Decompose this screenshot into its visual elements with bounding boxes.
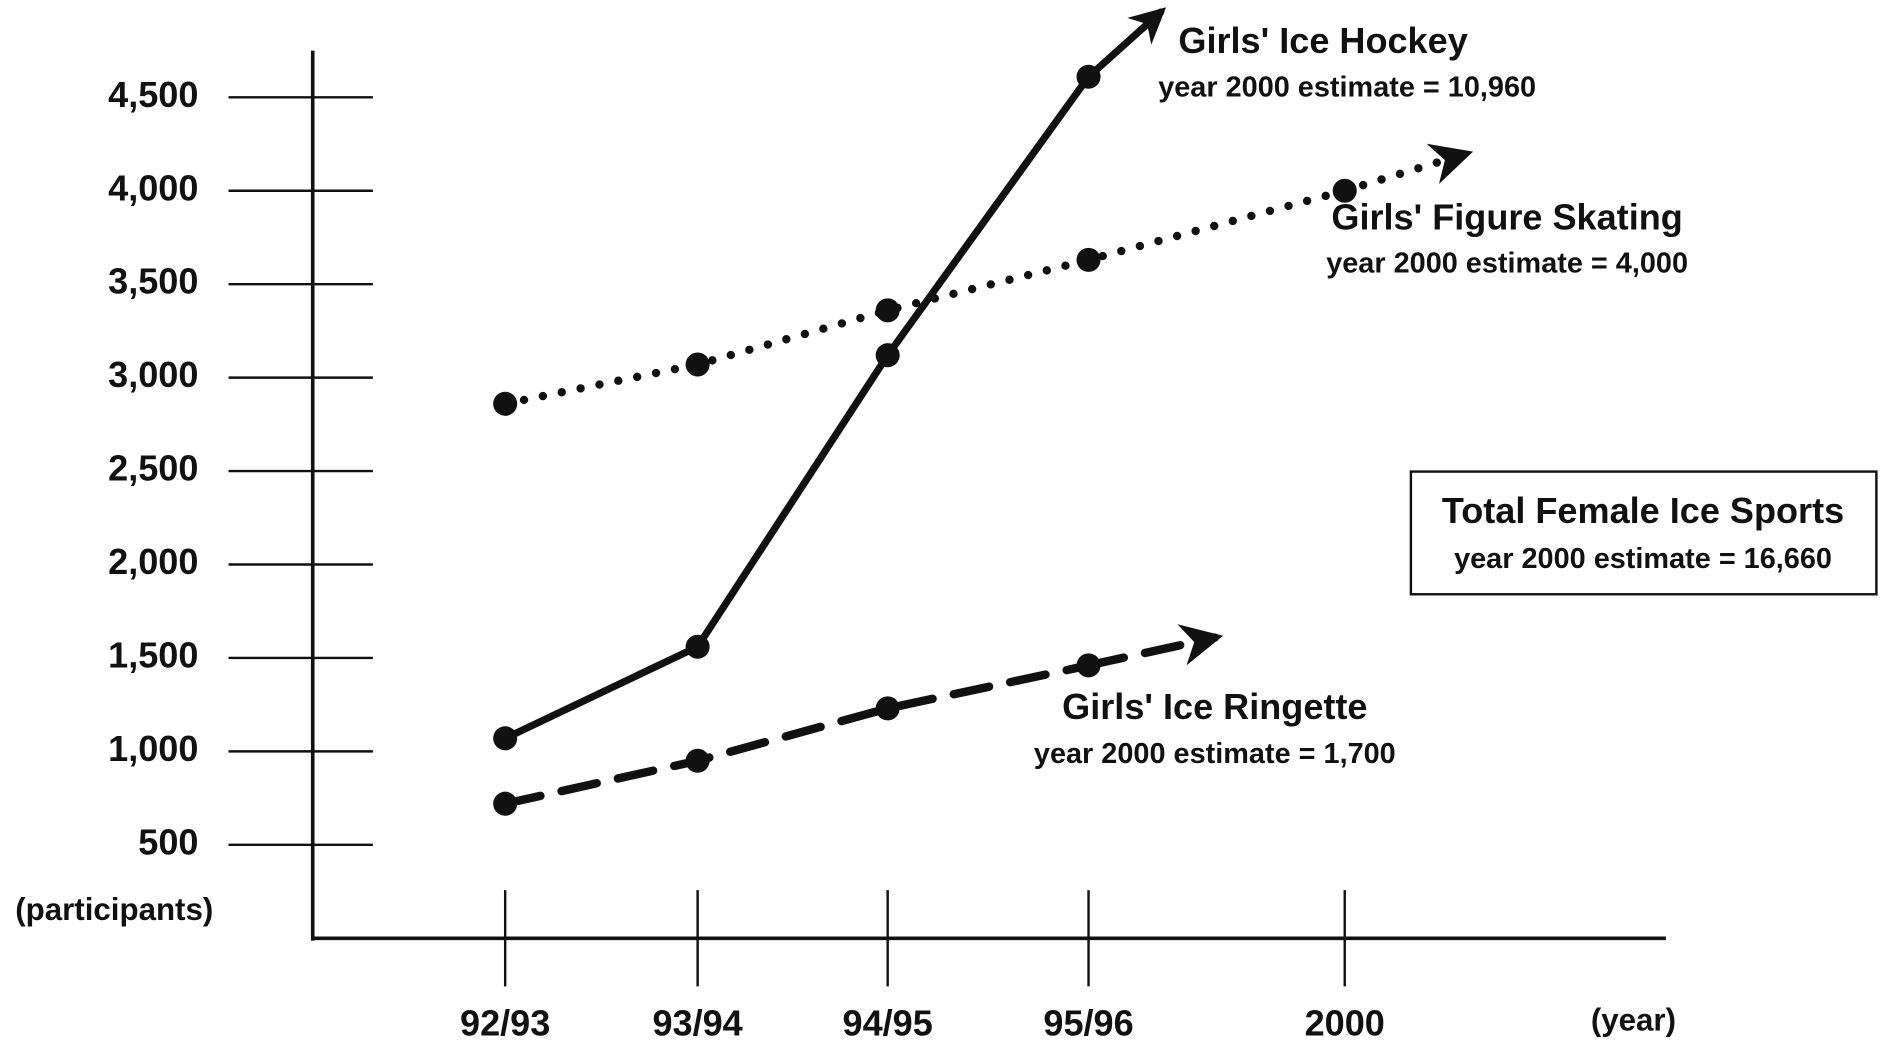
data-point [875, 343, 900, 368]
y-tick-label: 2,000 [108, 541, 198, 582]
series-note: year 2000 estimate = 10,960 [1158, 72, 1536, 104]
series-note: year 2000 estimate = 1,700 [1034, 738, 1396, 770]
data-point [1076, 653, 1101, 678]
data-point [1076, 247, 1101, 272]
data-point [685, 634, 710, 659]
data-point [493, 726, 518, 751]
y-tick-label: 1,000 [108, 728, 198, 769]
trend-arrow [1340, 143, 1474, 195]
data-point [685, 748, 710, 773]
x-tick-label: 2000 [1305, 1003, 1385, 1044]
box-note: year 2000 estimate = 16,660 [1454, 543, 1832, 575]
data-point [1332, 178, 1357, 203]
series-note: year 2000 estimate = 4,000 [1326, 247, 1688, 279]
series-line [501, 73, 1093, 742]
y-tick-label: 3,000 [108, 354, 198, 395]
y-tick-label: 1,500 [108, 634, 198, 675]
data-point [685, 352, 710, 377]
x-tick-label: 92/93 [460, 1003, 550, 1044]
data-point [493, 791, 518, 816]
x-tick-label: 95/96 [1043, 1003, 1133, 1044]
y-axis-label: (participants) [15, 892, 213, 927]
y-tick-label: 3,500 [108, 261, 198, 302]
y-tick-label: 500 [138, 821, 198, 862]
trend-arrow [1084, 624, 1224, 670]
y-tick-label: 4,500 [108, 74, 198, 115]
series-label: Girls' Ice Ringette [1062, 686, 1367, 727]
data-point [1076, 64, 1101, 89]
trend-arrow [1084, 7, 1167, 81]
summary-box [1409, 470, 1878, 596]
series-label: Girls' Ice Hockey [1178, 20, 1467, 61]
box-title: Total Female Ice Sports [1442, 490, 1844, 531]
data-point [875, 696, 900, 721]
series-line [500, 661, 1093, 808]
x-tick-label: 93/94 [652, 1003, 742, 1044]
x-axis-label: (year) [1591, 1003, 1676, 1038]
y-tick-label: 4,000 [108, 167, 198, 208]
data-point [875, 298, 900, 323]
x-tick-label: 94/95 [843, 1003, 933, 1044]
y-tick-label: 2,500 [108, 448, 198, 489]
series-label: Girls' Figure Skating [1331, 197, 1682, 238]
data-point [493, 391, 518, 416]
series-line [500, 186, 1349, 409]
